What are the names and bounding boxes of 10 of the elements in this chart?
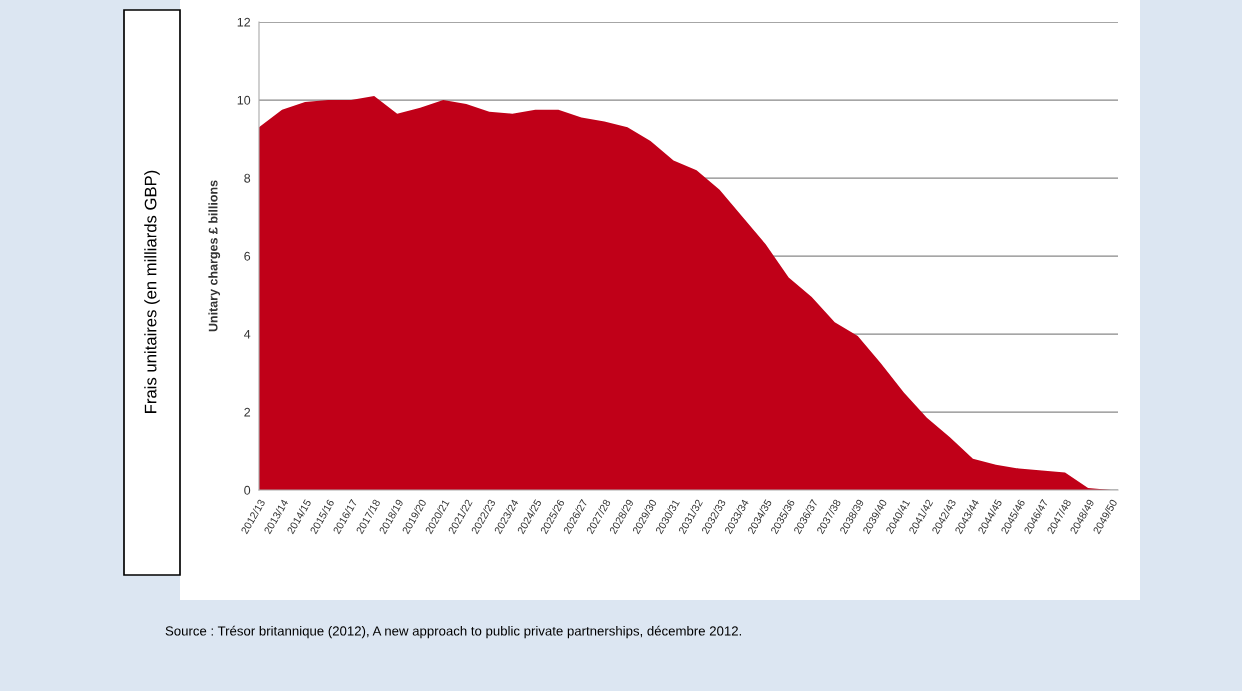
y-tick-label: 12 — [237, 17, 251, 27]
y-tick-label: 10 — [237, 95, 251, 105]
y-tick-label: 6 — [244, 251, 251, 261]
y-tick-label: 8 — [244, 173, 251, 183]
y-tick-label: 2 — [244, 407, 251, 417]
y-tick-label: 4 — [244, 329, 251, 339]
source-note: Source : Trésor britannique (2012), A new approach to public private partnerships, décembre 2012. — [165, 625, 742, 639]
text: Frais unitaires (en milliards GBP) — [144, 170, 160, 413]
y-tick-label: 0 — [244, 485, 251, 495]
y-axis-title: Unitary charges £ billions — [208, 180, 221, 332]
